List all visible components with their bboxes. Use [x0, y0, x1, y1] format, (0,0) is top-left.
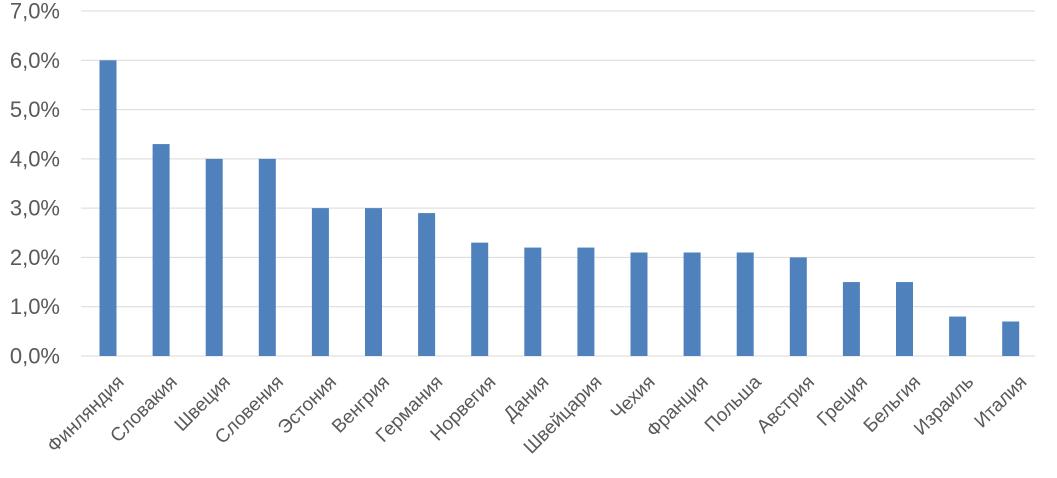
x-tick-label: Эстония [274, 372, 341, 439]
y-tick-label: 5,0% [10, 97, 60, 122]
y-tick-label: 2,0% [10, 245, 60, 270]
bar [789, 257, 807, 356]
bar [152, 144, 170, 356]
bar [577, 247, 595, 356]
y-tick-label: 7,0% [10, 0, 60, 24]
y-axis-tick-labels: 0,0% 1,0% 2,0% 3,0% 4,0% 5,0% 6,0% 7,0% [10, 0, 60, 369]
x-tick-label: Италия [971, 372, 1032, 433]
y-tick-label: 6,0% [10, 48, 60, 73]
y-tick-label: 0,0% [10, 344, 60, 369]
bar [311, 208, 329, 356]
x-tick-label: Финляндия [43, 372, 128, 457]
bar [842, 282, 860, 356]
y-tick-label: 3,0% [10, 196, 60, 221]
x-tick-label: Чехия [607, 372, 659, 424]
bar [896, 282, 913, 356]
bar [258, 158, 276, 356]
bar [418, 213, 436, 356]
x-tick-label: Израиль [910, 372, 978, 440]
gridlines [81, 10, 1035, 357]
bar [1002, 321, 1020, 356]
bar [365, 208, 382, 356]
x-axis-tick-labels: ФинляндияСловакияШвецияСловенияЭстонияВе… [43, 371, 1031, 458]
x-tick-label: Австрия [753, 372, 819, 438]
bar [205, 158, 223, 356]
bar [683, 252, 701, 356]
bars [99, 60, 1020, 357]
bar [736, 252, 754, 356]
bar [949, 316, 967, 356]
y-tick-label: 4,0% [10, 146, 60, 171]
bar [471, 242, 489, 356]
bar [524, 247, 542, 356]
bar [630, 252, 648, 356]
bar [99, 60, 117, 357]
y-tick-label: 1,0% [10, 294, 60, 319]
